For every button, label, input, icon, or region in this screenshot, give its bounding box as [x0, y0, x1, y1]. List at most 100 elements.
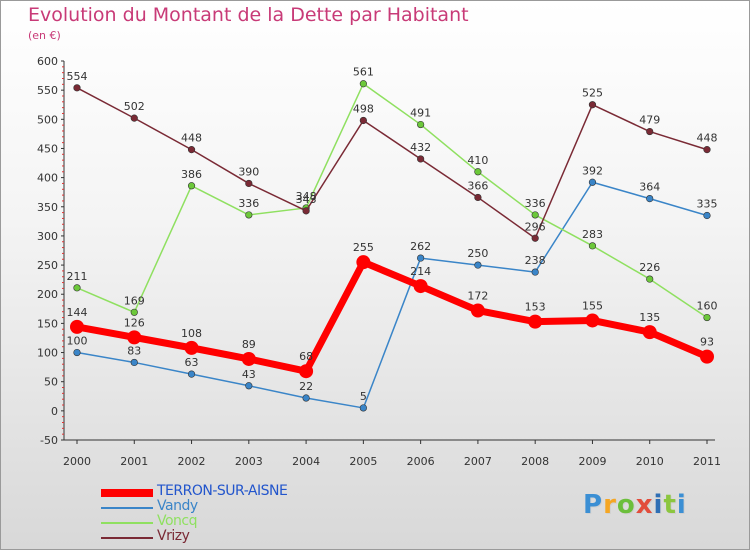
point-vandy: [531, 268, 539, 276]
chart-unit: (en €): [28, 29, 61, 42]
x-tick-label: 2006: [407, 455, 435, 468]
data-label-vrizy: 525: [582, 87, 603, 100]
point-voncq: [531, 211, 539, 219]
x-tick-label: 2007: [464, 455, 492, 468]
y-tick-label: -50: [40, 434, 58, 447]
x-tick-label: 2003: [235, 455, 263, 468]
point-voncq: [588, 242, 597, 250]
data-label-voncq: 336: [238, 197, 259, 210]
point-vrizy: [646, 127, 654, 136]
point-vrizy: [703, 146, 711, 154]
data-label-terron-sur-aisne: 144: [67, 306, 88, 319]
data-label-vandy: 250: [467, 247, 488, 260]
data-label-vandy: 43: [242, 368, 256, 381]
series-line-terron-sur-aisne: [76, 258, 709, 375]
y-tick-label: 600: [37, 55, 58, 68]
point-terron-sur-aisne: [585, 313, 600, 328]
point-terron-sur-aisne: [413, 279, 428, 294]
point-vandy: [302, 394, 310, 402]
proxiti-logo: Proxiti: [583, 490, 687, 520]
point-vandy: [130, 358, 138, 367]
data-label-terron-sur-aisne: 89: [242, 338, 256, 351]
data-label-vrizy: 502: [124, 100, 145, 113]
point-vandy: [646, 195, 654, 203]
point-vrizy: [130, 114, 138, 122]
data-label-vrizy: 343: [296, 193, 317, 206]
data-label-vandy: 100: [67, 335, 88, 348]
point-voncq: [73, 284, 81, 292]
point-voncq: [417, 120, 425, 129]
point-terron-sur-aisne: [70, 319, 84, 334]
x-tick-label: 2009: [578, 455, 606, 468]
point-vrizy: [474, 193, 482, 202]
x-tick-label: 2004: [292, 455, 320, 468]
x-tick-label: 2001: [120, 455, 148, 468]
point-vandy: [703, 211, 711, 220]
data-label-voncq: 491: [410, 107, 431, 120]
legend-label: TERRON-SUR-AISNE: [157, 483, 288, 499]
data-label-voncq: 348: [296, 190, 317, 203]
data-label-vrizy: 390: [238, 165, 259, 178]
series-line-voncq: [76, 82, 708, 319]
data-label-vrizy: 366: [467, 179, 488, 192]
data-label-vandy: 5: [360, 390, 367, 403]
point-vrizy: [245, 179, 253, 188]
point-terron-sur-aisne: [184, 340, 199, 355]
data-label-terron-sur-aisne: 255: [353, 241, 374, 254]
point-vandy: [245, 382, 253, 390]
data-label-voncq: 160: [697, 300, 718, 313]
point-vrizy: [588, 101, 597, 109]
data-label-terron-sur-aisne: 172: [467, 290, 488, 303]
y-tick-label: 500: [37, 113, 58, 126]
series-line-vandy: [76, 181, 708, 409]
data-label-voncq: 386: [181, 168, 202, 181]
chart-title: Evolution du Montant de la Dette par Hab…: [28, 4, 469, 26]
data-label-voncq: 169: [124, 294, 145, 307]
y-tick-label: 200: [37, 288, 58, 301]
data-label-voncq: 410: [467, 154, 488, 167]
legend-label: Voncq: [157, 513, 198, 529]
legend-swatch: [101, 537, 153, 539]
x-tick-label: 2010: [636, 455, 664, 468]
y-tick-label: 50: [44, 376, 58, 389]
data-label-vrizy: 498: [353, 102, 374, 115]
data-label-vrizy: 296: [525, 220, 546, 233]
y-tick-label: 0: [51, 405, 58, 418]
data-label-vrizy: 554: [67, 70, 88, 83]
data-label-vandy: 63: [185, 356, 199, 369]
point-voncq: [130, 308, 138, 316]
point-vrizy: [417, 155, 425, 163]
data-label-terron-sur-aisne: 214: [410, 265, 431, 278]
point-voncq: [245, 211, 253, 219]
data-label-terron-sur-aisne: 93: [700, 336, 714, 349]
point-vandy: [417, 254, 425, 262]
point-terron-sur-aisne: [127, 330, 142, 345]
point-vrizy: [359, 116, 367, 125]
point-vrizy: [531, 234, 539, 242]
y-tick-label: 250: [37, 259, 58, 272]
y-tick-label: 150: [37, 317, 58, 330]
data-label-vandy: 335: [697, 198, 718, 211]
x-tick-label: 2011: [693, 455, 721, 468]
chart-axes: -50 0 50 100 150 200 250 300 350 400 450 500 550 600 2…: [37, 55, 721, 468]
point-voncq: [703, 313, 711, 322]
legend-label: Vandy: [157, 498, 198, 514]
data-label-vrizy: 448: [697, 132, 718, 145]
data-label-terron-sur-aisne: 135: [639, 311, 660, 324]
data-label-vandy: 364: [639, 181, 660, 194]
data-label-voncq: 226: [639, 261, 660, 274]
x-tick-label: 2008: [521, 455, 549, 468]
data-label-vrizy: 432: [410, 141, 431, 154]
point-vrizy: [302, 207, 310, 215]
point-vandy: [474, 261, 482, 269]
data-label-vandy: 392: [582, 164, 603, 177]
point-terron-sur-aisne: [299, 364, 314, 379]
point-vrizy: [73, 84, 81, 92]
data-label-terron-sur-aisne: 153: [525, 301, 546, 314]
point-voncq: [359, 80, 367, 88]
data-label-voncq: 283: [582, 228, 603, 241]
x-tick-label: 2005: [349, 455, 377, 468]
point-voncq: [646, 275, 654, 283]
point-vrizy: [187, 146, 196, 154]
